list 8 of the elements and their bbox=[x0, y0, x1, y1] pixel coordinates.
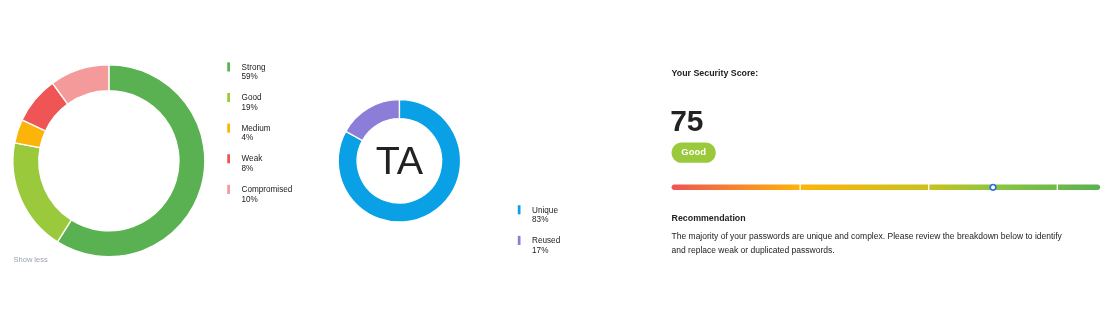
text: Show less bbox=[13, 255, 48, 265]
data-label: 75 bbox=[670, 103, 704, 137]
text: The majority of your passwords are unique and complex. Please review the breakdown below to identify and replace weak or duplicated passwords. bbox=[671, 231, 1063, 255]
text: Your Security Score: bbox=[671, 67, 759, 78]
text: Recommendation bbox=[671, 213, 746, 224]
text: Good bbox=[681, 146, 707, 158]
donut-slice bbox=[337, 98, 462, 223]
text: TA bbox=[375, 137, 424, 182]
